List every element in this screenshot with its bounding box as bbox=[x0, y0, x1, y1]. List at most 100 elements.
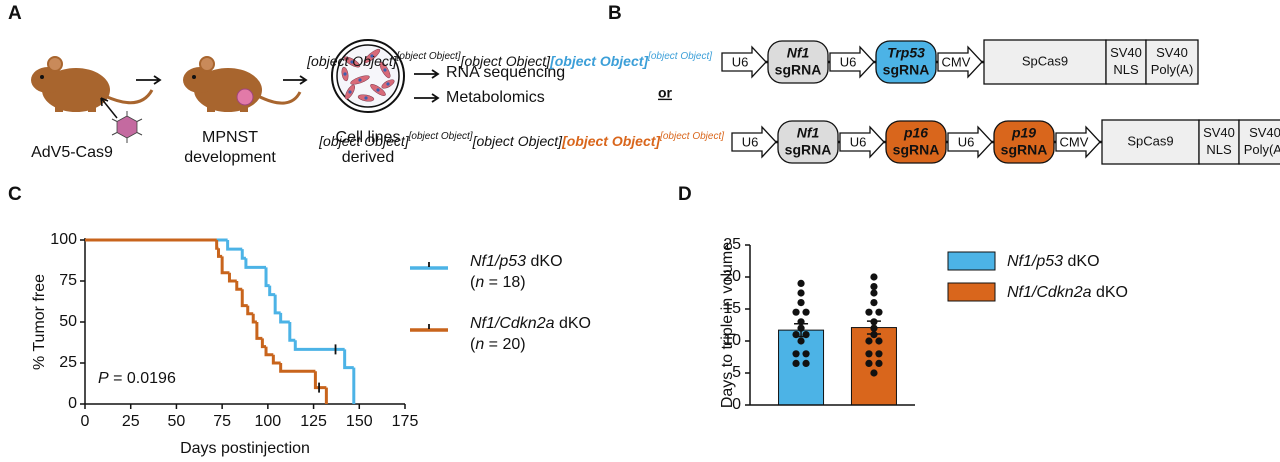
data-point bbox=[865, 308, 873, 316]
genotype-part: [object Object] bbox=[396, 51, 461, 62]
survival-step bbox=[227, 272, 237, 283]
data-point bbox=[865, 350, 873, 358]
survival-step bbox=[244, 258, 267, 269]
legend-swatch bbox=[947, 251, 996, 271]
data-point bbox=[870, 369, 878, 377]
genotype-part: [object Object] bbox=[460, 53, 552, 69]
legend-label: Nf1/p53 dKO bbox=[1007, 253, 1100, 270]
promoter bbox=[839, 125, 885, 159]
genotype: [object Object][object Object][object Ob… bbox=[306, 51, 712, 69]
x-tick-label: 175 bbox=[392, 413, 419, 430]
survival-step bbox=[246, 305, 254, 316]
y-tick-label: 50 bbox=[59, 313, 77, 330]
data-point bbox=[802, 308, 810, 316]
label: AdV5-Cas9 bbox=[31, 144, 113, 161]
sgrna-label: sgRNA bbox=[893, 142, 940, 158]
data-point bbox=[797, 279, 805, 287]
data-point bbox=[870, 283, 878, 291]
sgrna bbox=[885, 120, 947, 164]
y-tick-label: 10 bbox=[723, 332, 741, 349]
cas9 bbox=[1101, 119, 1200, 165]
element-label: SV40 bbox=[1203, 125, 1235, 140]
genotype-part: [object Object] bbox=[549, 53, 649, 69]
genotype-part: [object Object] bbox=[561, 133, 661, 149]
data-point bbox=[797, 324, 805, 332]
survival-step bbox=[264, 267, 270, 288]
promoter-label: U6 bbox=[850, 134, 867, 149]
legend-label: Nf1/p53 dKO bbox=[470, 253, 563, 270]
survival-step bbox=[264, 346, 274, 357]
sgrna-label: sgRNA bbox=[785, 142, 832, 158]
sgrna bbox=[993, 120, 1055, 164]
data-point bbox=[797, 299, 805, 307]
element-label: SV40 bbox=[1249, 125, 1280, 140]
sgrna-gene: p16 bbox=[903, 125, 928, 141]
sgrna-gene: Nf1 bbox=[797, 125, 820, 141]
data-point bbox=[792, 359, 800, 367]
legend-label: Nf1/Cdkn2a dKO bbox=[1007, 284, 1128, 301]
panel-label: A bbox=[8, 3, 22, 24]
data-point bbox=[802, 350, 810, 358]
data-point bbox=[875, 359, 883, 367]
survival-step bbox=[216, 248, 223, 258]
label: Metabolomics bbox=[446, 89, 545, 106]
genotype-part: [object Object] bbox=[318, 133, 410, 149]
element-label: SpCas9 bbox=[1022, 53, 1068, 68]
survival-step bbox=[240, 289, 248, 308]
y-tick-label: 25 bbox=[59, 354, 77, 371]
survival-step bbox=[268, 285, 276, 297]
x-tick-label: 0 bbox=[81, 413, 90, 430]
survival-step bbox=[235, 281, 243, 291]
survival-step bbox=[255, 322, 263, 340]
y-tick-label: 15 bbox=[723, 300, 741, 317]
survival-step bbox=[271, 354, 281, 365]
data-point bbox=[870, 289, 878, 297]
element-box bbox=[1238, 119, 1280, 165]
survival-step bbox=[279, 312, 290, 324]
genotype: [object Object][object Object][object Ob… bbox=[318, 131, 724, 149]
element-label: Poly(A) bbox=[1151, 62, 1194, 77]
survival-step bbox=[251, 313, 257, 324]
promoter bbox=[947, 125, 993, 159]
legend-label: Nf1/Cdkn2a dKO bbox=[470, 315, 591, 332]
data-point bbox=[870, 324, 878, 332]
annotation: P = 0.0196 bbox=[98, 370, 176, 387]
data-point bbox=[792, 331, 800, 339]
x-axis-label: Days postinjection bbox=[180, 440, 310, 457]
sgrna-label: sgRNA bbox=[1001, 142, 1048, 158]
sgrna bbox=[777, 120, 839, 164]
x-tick-label: 150 bbox=[346, 413, 373, 430]
y-tick-label: 75 bbox=[59, 272, 77, 289]
data-point bbox=[870, 273, 878, 281]
survival-step bbox=[288, 322, 296, 342]
survival-step bbox=[260, 338, 267, 349]
promoter bbox=[1055, 125, 1101, 159]
separator: or bbox=[658, 85, 673, 101]
survival-step bbox=[313, 371, 327, 390]
survival-step bbox=[226, 240, 243, 251]
label: MPNST bbox=[202, 129, 258, 146]
sgrna-label: sgRNA bbox=[775, 62, 822, 78]
promoter-label: CMV bbox=[942, 54, 971, 69]
label: RNA sequencing bbox=[446, 64, 565, 81]
genotype-part: [object Object] bbox=[408, 131, 473, 142]
x-tick-label: 100 bbox=[255, 413, 282, 430]
label: derived bbox=[342, 149, 394, 166]
promoter bbox=[937, 45, 983, 79]
y-axis-label: Days to triple in volume bbox=[719, 242, 736, 408]
panel-a-art bbox=[31, 39, 440, 143]
x-tick-label: 75 bbox=[213, 413, 231, 430]
legend-swatch bbox=[947, 282, 996, 302]
panel-label: B bbox=[608, 3, 622, 24]
data-point bbox=[875, 337, 883, 345]
legend-n: (n = 20) bbox=[470, 336, 526, 353]
panel-label: D bbox=[678, 184, 692, 205]
bar bbox=[850, 327, 897, 406]
element-box bbox=[1145, 39, 1199, 85]
element-label: SpCas9 bbox=[1127, 133, 1173, 148]
label: Cell lines bbox=[336, 129, 401, 146]
data-point bbox=[792, 350, 800, 358]
promoter-label: U6 bbox=[742, 134, 759, 149]
y-tick-label: 5 bbox=[732, 364, 741, 381]
y-tick-label: 100 bbox=[50, 231, 77, 248]
